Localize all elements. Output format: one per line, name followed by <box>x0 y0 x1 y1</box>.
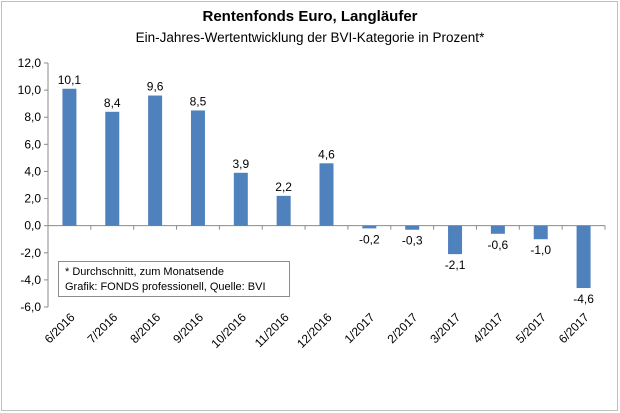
data-label: -0,2 <box>359 232 380 246</box>
x-tick-label: 7/2016 <box>85 310 121 346</box>
data-label: 8,4 <box>104 96 121 110</box>
bar <box>233 172 248 226</box>
bar <box>448 225 463 255</box>
x-tick-label: 5/2017 <box>513 310 549 346</box>
x-tick-label: 6/2016 <box>42 310 78 346</box>
x-tick-label: 1/2017 <box>342 310 378 346</box>
bar <box>276 195 291 226</box>
y-tick-label: -4,0 <box>20 273 41 287</box>
y-tick-label: 4,0 <box>24 164 41 178</box>
chart-title: Rentenfonds Euro, Langläufer <box>202 8 418 25</box>
chart-subtitle: Ein-Jahres-Wertentwicklung der BVI-Kateg… <box>135 30 485 45</box>
footnote-text: * Durchschnitt, zum Monatsende <box>65 266 224 278</box>
x-tick-label: 10/2016 <box>208 310 249 351</box>
x-tick-label: 9/2016 <box>170 310 206 346</box>
bar <box>362 225 377 229</box>
x-tick-label: 6/2017 <box>556 310 592 346</box>
y-tick-label: 2,0 <box>24 192 41 206</box>
y-tick-label: -2,0 <box>20 246 41 260</box>
y-tick-label: 0,0 <box>24 219 41 233</box>
y-tick-label: 12,0 <box>18 56 42 70</box>
y-tick-label: 10,0 <box>18 83 42 97</box>
x-tick-label: 4/2017 <box>470 310 506 346</box>
data-label: -1,0 <box>530 243 551 257</box>
y-tick-label: 8,0 <box>24 110 41 124</box>
bar <box>405 225 420 230</box>
y-tick-label: 6,0 <box>24 137 41 151</box>
data-label: 9,6 <box>147 80 164 94</box>
x-tick-label: 3/2017 <box>427 310 463 346</box>
x-tick-label: 2/2017 <box>384 310 420 346</box>
data-label: 4,6 <box>318 147 335 161</box>
bar <box>533 225 548 240</box>
bar <box>190 110 205 226</box>
data-label: 2,2 <box>275 180 292 194</box>
y-tick-label: -6,0 <box>20 300 41 314</box>
data-label: 3,9 <box>232 157 249 171</box>
data-label: -0,3 <box>402 234 423 248</box>
bar <box>105 111 120 226</box>
bar <box>148 95 163 226</box>
data-label: -0,6 <box>488 238 509 252</box>
data-label: -2,1 <box>445 258 466 272</box>
source-note-box: * Durchschnitt, zum Monatsende Grafik: F… <box>58 261 290 297</box>
source-text: Grafik: FONDS professionell, Quelle: BVI <box>65 281 266 293</box>
bar <box>62 88 77 226</box>
x-tick-label: 8/2016 <box>127 310 163 346</box>
data-label: 10,1 <box>58 73 82 87</box>
data-label: 8,5 <box>190 94 207 108</box>
bar <box>490 225 505 234</box>
data-label: -4,6 <box>573 292 594 306</box>
bar <box>576 225 591 289</box>
bar <box>319 163 334 226</box>
x-tick-label: 12/2016 <box>294 310 335 351</box>
x-tick-label: 11/2016 <box>252 310 292 350</box>
